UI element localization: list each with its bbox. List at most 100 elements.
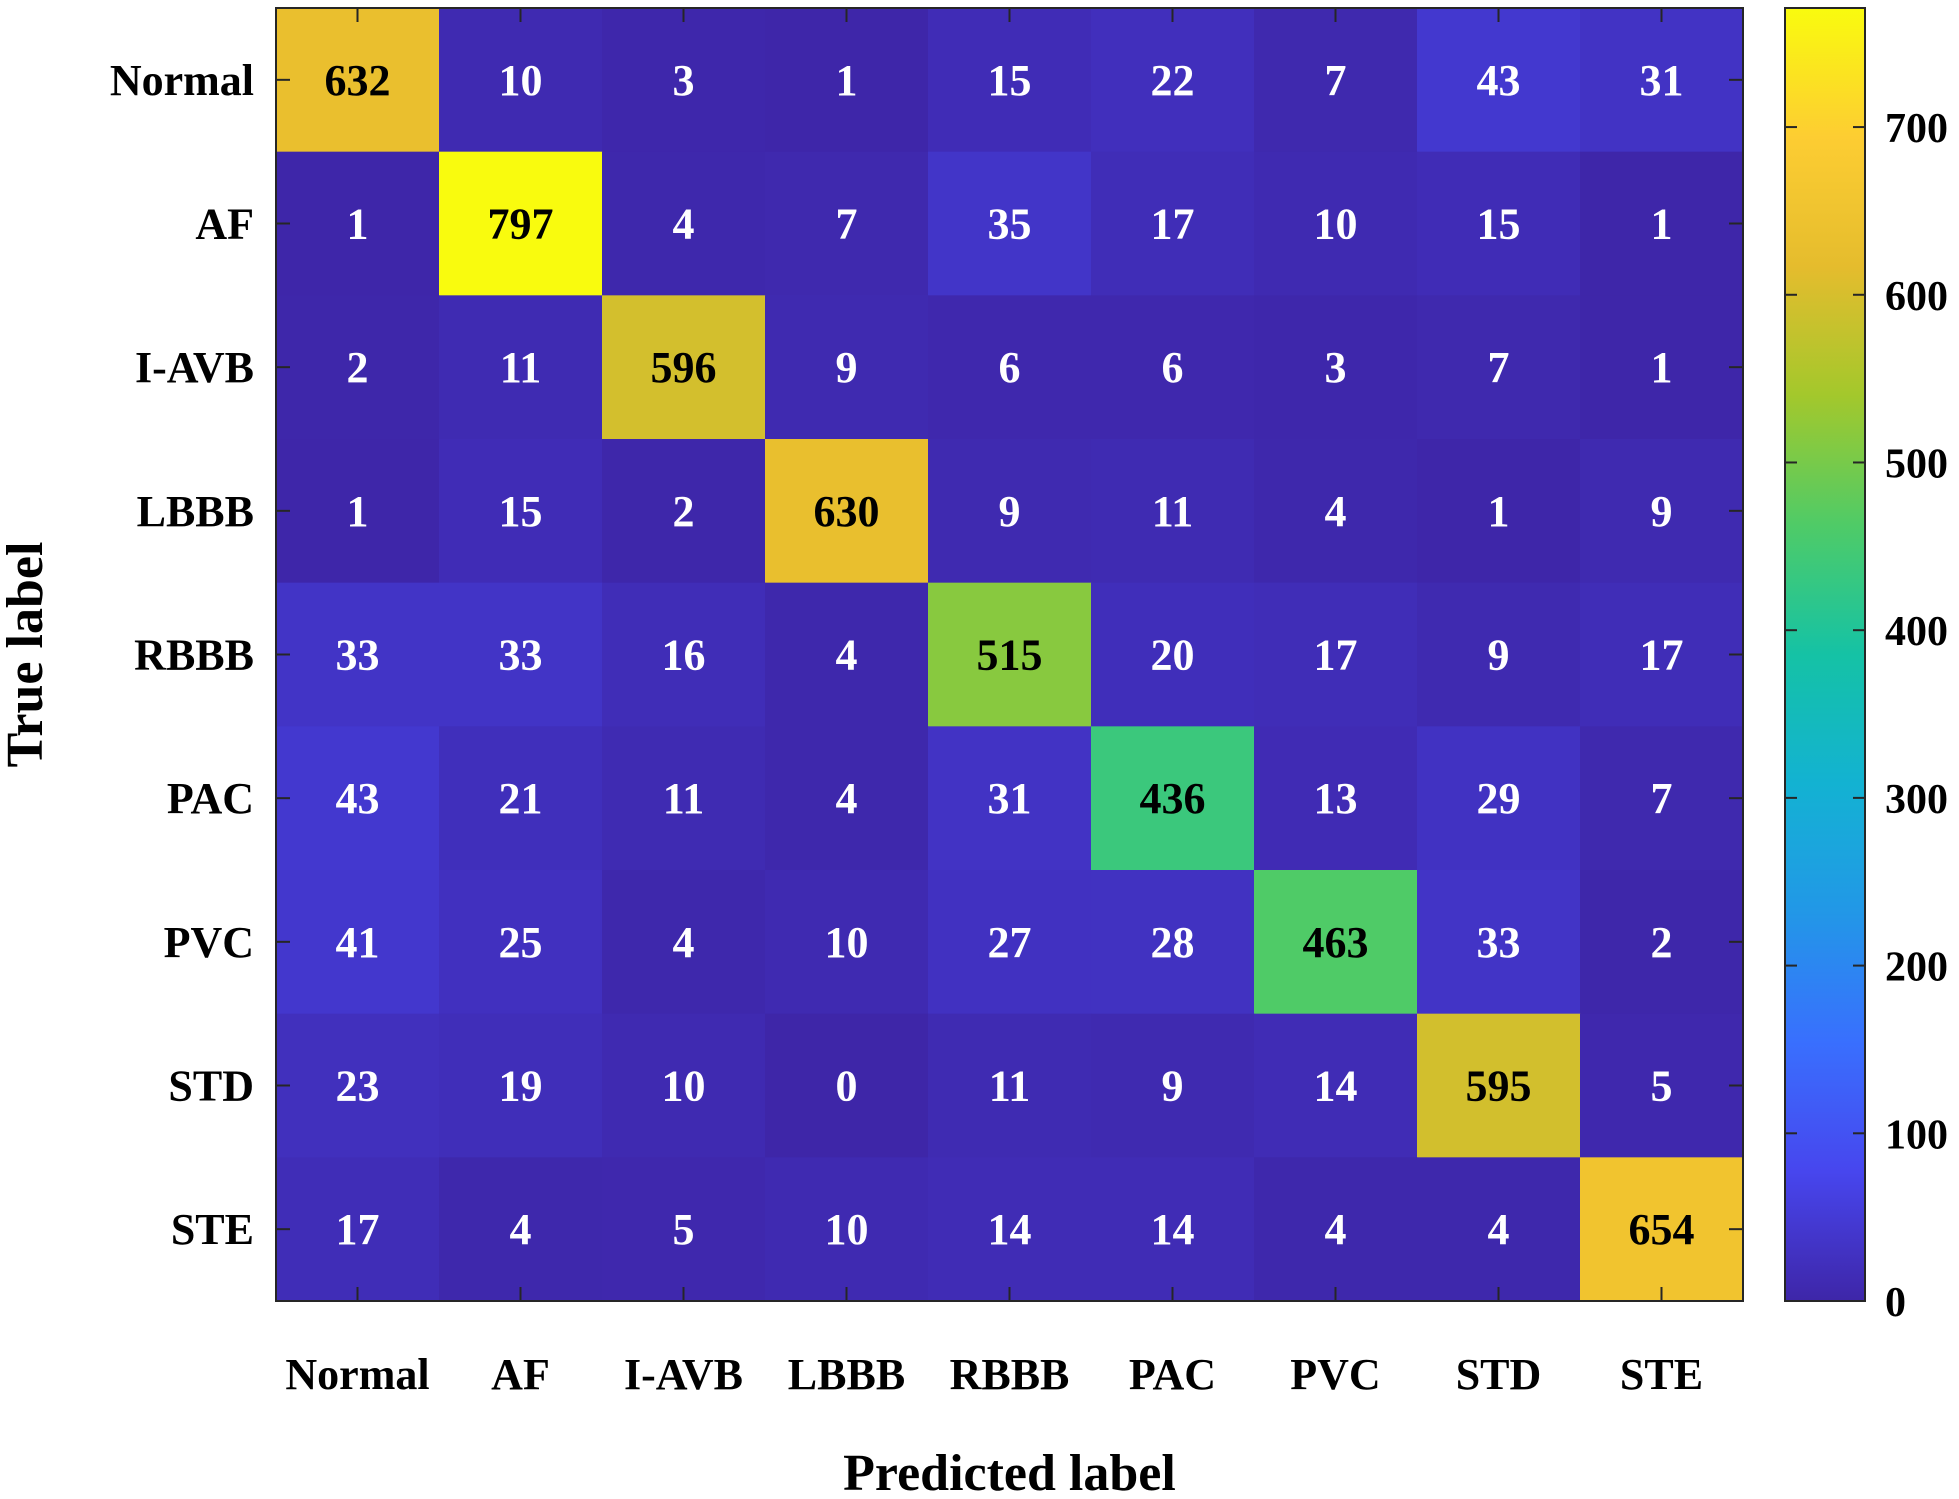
- cell-value-label: 10: [825, 1205, 869, 1254]
- heatmap-cell: [1417, 8, 1581, 153]
- cell-value-label: 4: [1325, 487, 1347, 536]
- heatmap-cell: [1580, 8, 1744, 153]
- heatmap-cell: [1417, 1157, 1581, 1302]
- cell-value-label: 20: [1151, 631, 1195, 680]
- cell-value-label: 11: [1152, 487, 1194, 536]
- cell-value-label: 632: [325, 56, 391, 105]
- cell-value-label: 515: [977, 631, 1043, 680]
- heatmap-cell: [765, 582, 929, 727]
- heatmap-cell: [602, 726, 766, 871]
- heatmap-cell: [1417, 1013, 1581, 1158]
- heatmap-cell: [1417, 295, 1581, 440]
- cell-value-label: 10: [1314, 200, 1358, 249]
- cell-value-label: 1: [836, 56, 858, 105]
- cell-value-label: 3: [673, 56, 695, 105]
- cell-value-label: 436: [1140, 774, 1206, 823]
- cell-value-label: 4: [1488, 1205, 1510, 1254]
- cell-value-label: 9: [1488, 631, 1510, 680]
- heatmap-cell: [1254, 870, 1418, 1015]
- cell-value-label: 4: [836, 774, 858, 823]
- colorbar-tick-label: 100: [1885, 1112, 1948, 1158]
- cell-value-label: 1: [1651, 343, 1673, 392]
- y-tick-label: Normal: [110, 56, 254, 105]
- heatmap-cell: [439, 582, 603, 727]
- cell-value-label: 10: [825, 918, 869, 967]
- heatmap-cell: [1091, 8, 1255, 153]
- cell-value-label: 4: [673, 918, 695, 967]
- cell-value-label: 17: [1640, 631, 1684, 680]
- y-tick-label: RBBB: [134, 631, 254, 680]
- cell-value-label: 15: [499, 487, 543, 536]
- heatmap-cell: [1091, 726, 1255, 871]
- heatmap-cell: [439, 726, 603, 871]
- heatmap-cell: [1580, 726, 1744, 871]
- cell-value-label: 4: [1325, 1205, 1347, 1254]
- cell-value-label: 1: [347, 487, 369, 536]
- heatmap-cell: [1254, 1013, 1418, 1158]
- cell-value-label: 31: [988, 774, 1032, 823]
- heatmap-cell: [928, 8, 1092, 153]
- cell-value-label: 1: [1488, 487, 1510, 536]
- heatmap-cell: [1580, 582, 1744, 727]
- x-tick-label: Normal: [285, 1350, 429, 1399]
- y-tick-label: STE: [171, 1205, 254, 1254]
- cell-value-label: 16: [662, 631, 706, 680]
- heatmap-cell: [765, 8, 929, 153]
- cell-value-label: 11: [989, 1062, 1031, 1111]
- cell-value-label: 15: [1477, 200, 1521, 249]
- heatmap-cell: [1417, 439, 1581, 584]
- heatmap-cells: [276, 8, 1744, 1302]
- heatmap-cell: [928, 582, 1092, 727]
- heatmap-cell: [765, 151, 929, 296]
- cell-value-label: 654: [1629, 1205, 1695, 1254]
- cell-value-label: 10: [499, 56, 543, 105]
- x-tick-label: AF: [491, 1350, 550, 1399]
- heatmap-cell: [1580, 1157, 1744, 1302]
- heatmap-cell: [765, 870, 929, 1015]
- x-axis-label: Predicted label: [843, 1445, 1176, 1499]
- heatmap-cell: [276, 726, 440, 871]
- cell-value-label: 17: [1151, 200, 1195, 249]
- x-tick-labels: Normal AF I-AVB LBBB RBBB PAC PVC STD STE: [285, 1350, 1703, 1399]
- cell-value-label: 29: [1477, 774, 1521, 823]
- heatmap-cell: [602, 1157, 766, 1302]
- cell-value-label: 11: [500, 343, 542, 392]
- cell-value-label: 2: [673, 487, 695, 536]
- x-tick-label: PAC: [1129, 1350, 1216, 1399]
- heatmap-cell: [276, 151, 440, 296]
- cell-value-label: 10: [662, 1062, 706, 1111]
- cell-value-label: 3: [1325, 343, 1347, 392]
- heatmap-cell: [1417, 582, 1581, 727]
- heatmap-cell: [1091, 582, 1255, 727]
- colorbar-tick-label: 700: [1885, 106, 1948, 152]
- heatmap-cell: [928, 726, 1092, 871]
- cell-value-label: 9: [999, 487, 1021, 536]
- cell-value-label: 797: [488, 200, 554, 249]
- cell-value-label: 595: [1466, 1062, 1532, 1111]
- heatmap-cell-values: 632 10 3 1 15 22 7 43 311 797 4 7 35 17 10 15 12 11 596 9 6 6…: [325, 56, 1695, 1254]
- cell-value-label: 2: [1651, 918, 1673, 967]
- y-tick-label: I-AVB: [135, 343, 254, 392]
- y-tick-labels: Normal AF I-AVB LBBB RBBB PAC PVC STD STE: [110, 56, 254, 1254]
- cell-value-label: 33: [499, 631, 543, 680]
- cell-value-label: 41: [336, 918, 380, 967]
- heatmap-cell: [439, 870, 603, 1015]
- cell-value-label: 27: [988, 918, 1032, 967]
- heatmap-cell: [765, 439, 929, 584]
- heatmap-cell: [928, 1157, 1092, 1302]
- cell-value-label: 5: [1651, 1062, 1673, 1111]
- heatmap-cell: [928, 870, 1092, 1015]
- cell-value-label: 6: [999, 343, 1021, 392]
- heatmap-cell: [1091, 870, 1255, 1015]
- heatmap-cell: [765, 295, 929, 440]
- y-tick-label: STD: [168, 1062, 254, 1111]
- cell-value-label: 33: [1477, 918, 1521, 967]
- heatmap-cell: [1254, 8, 1418, 153]
- cell-value-label: 31: [1640, 56, 1684, 105]
- x-tick-label: I-AVB: [624, 1350, 743, 1399]
- heatmap-cell: [602, 439, 766, 584]
- cell-value-label: 14: [1314, 1062, 1358, 1111]
- heatmap-cell: [928, 295, 1092, 440]
- heatmap-cell: [439, 8, 603, 153]
